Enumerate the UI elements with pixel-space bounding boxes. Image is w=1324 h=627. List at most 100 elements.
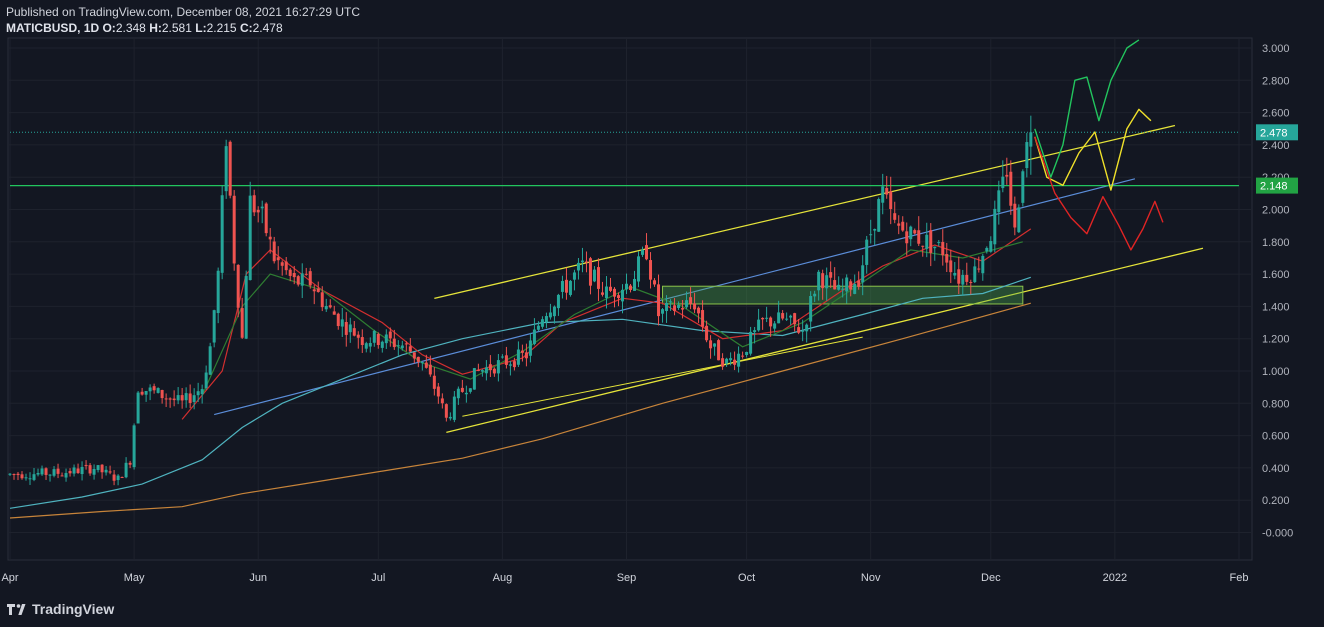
candle-body [516, 349, 520, 365]
candle-body [849, 281, 853, 290]
candle-body [1013, 203, 1017, 228]
candle-body [669, 301, 673, 303]
candle-body [204, 372, 208, 389]
candle-body [837, 284, 841, 290]
candle-body [404, 343, 408, 345]
candle-body [921, 245, 925, 247]
candle-body [1017, 207, 1021, 233]
candle-body [785, 318, 789, 320]
candle-body [64, 473, 68, 478]
candle-body [697, 307, 701, 314]
candle-body [625, 283, 629, 290]
candle-body [476, 369, 480, 371]
candle-body [384, 334, 388, 344]
candle-body [821, 273, 825, 289]
projection-green [1034, 39, 1140, 178]
candle-body [693, 303, 697, 310]
candle-body [805, 324, 809, 332]
candle-body [56, 468, 60, 474]
candle-body [184, 393, 188, 401]
x-tick-label: Nov [861, 572, 881, 584]
candle-body [953, 272, 957, 276]
support-level-badge-text: 2.148 [1260, 181, 1288, 193]
candle-body [160, 390, 164, 399]
candle-body [484, 367, 488, 374]
projection-yellow [1034, 108, 1152, 191]
candle-body [965, 274, 969, 282]
low-value: 2.215 [206, 21, 237, 35]
candle-body [88, 465, 92, 474]
candle-body [600, 292, 604, 295]
candle-body [100, 464, 104, 473]
candle-body [212, 310, 216, 343]
candle-body [584, 261, 588, 263]
candle-body [765, 317, 769, 319]
candle-body [997, 190, 1001, 213]
candle-body [376, 334, 380, 345]
candle-body [320, 292, 324, 308]
candle-body [540, 319, 544, 327]
candle-body [156, 388, 160, 393]
candle-body [464, 392, 468, 395]
candle-body [661, 309, 665, 314]
candle-body [440, 398, 444, 404]
candle-body [945, 254, 949, 263]
candle-body [232, 195, 236, 264]
x-tick-label: Oct [738, 572, 755, 584]
candle-body [572, 272, 576, 280]
candle-body [280, 262, 284, 266]
candle-body [941, 241, 945, 256]
candle-body [721, 358, 725, 367]
candle-body [420, 362, 424, 364]
candle-body [408, 346, 412, 352]
candle-body [925, 234, 929, 249]
candle-body [729, 358, 733, 361]
candle-body [400, 345, 404, 349]
x-tick-label: Jun [249, 572, 267, 584]
candle-body [773, 323, 777, 329]
candle-body [881, 186, 885, 203]
candle-body [689, 297, 693, 304]
x-tick-label: Jul [371, 572, 385, 584]
candle-body [432, 375, 436, 389]
candle-body [468, 388, 472, 392]
candle-body [36, 472, 40, 475]
candle-body [364, 343, 368, 349]
candle-body [1005, 174, 1009, 177]
support-level-badge [1256, 177, 1298, 194]
candle-body [28, 478, 32, 480]
y-tick-label: 2.800 [1262, 75, 1290, 87]
candle-body [104, 469, 108, 473]
candle-body [112, 474, 116, 481]
candle-body [777, 312, 781, 324]
candle-body [1025, 142, 1029, 169]
candle-body [829, 272, 833, 278]
y-tick-label: 1.800 [1262, 237, 1290, 249]
open-label: O: [102, 21, 116, 35]
y-tick-label: 0.200 [1262, 495, 1290, 507]
high-label: H: [149, 21, 162, 35]
candle-body [560, 281, 564, 292]
candle-body [857, 280, 861, 287]
y-tick-label: 1.200 [1262, 334, 1290, 346]
close-label: C: [239, 21, 253, 35]
candle-body [224, 146, 228, 192]
candle-body [72, 467, 76, 474]
candle-body [220, 195, 224, 273]
candle-body [140, 391, 144, 395]
candle-body [480, 370, 484, 372]
candle-body [312, 289, 316, 292]
candle-body [769, 317, 773, 327]
candle-body [268, 236, 272, 240]
candle-body [620, 289, 624, 302]
last-price-badge-text: 2.478 [1260, 127, 1288, 139]
symbol-label[interactable]: MATICBUSD, 1D [6, 21, 100, 35]
candle-body [132, 425, 136, 468]
candle-body [216, 270, 220, 314]
channel-lower-line [446, 247, 1204, 434]
low-label: L: [195, 21, 207, 35]
candle-body [500, 356, 504, 358]
candle-body [905, 231, 909, 244]
y-tick-label: 0.800 [1262, 398, 1290, 410]
